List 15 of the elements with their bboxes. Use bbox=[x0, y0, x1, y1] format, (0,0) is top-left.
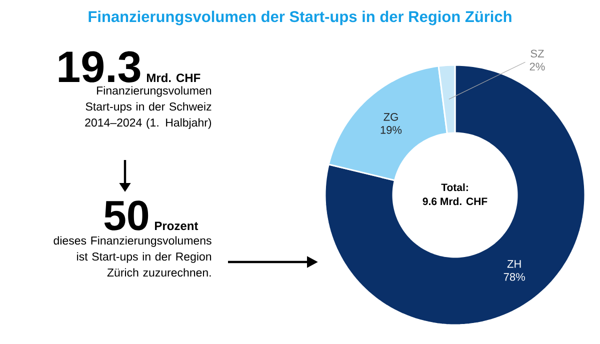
data-label: 78% bbox=[504, 273, 525, 281]
slice-label: SZ bbox=[530, 50, 544, 58]
text: Mrd. CHF bbox=[147, 73, 200, 82]
text: 19.3 bbox=[58, 51, 140, 82]
data-label: 2% bbox=[530, 62, 545, 70]
text: Total: bbox=[441, 183, 468, 192]
slice-label: ZH bbox=[507, 260, 521, 268]
text: Prozent bbox=[155, 222, 198, 230]
text: Finanzierungsvolumen Start-ups in der Schweiz 2014–2024 (1. Halbjahr) bbox=[85, 86, 212, 129]
slice-label: ZG bbox=[384, 113, 398, 121]
text: dieses Finanzierungsvolumens ist Start-ups in der Region Zürich zuzurechnen. bbox=[54, 236, 212, 277]
text: 50 bbox=[104, 200, 148, 230]
data-label: 19% bbox=[380, 126, 402, 134]
chart-title: Finanzierungsvolumen der Start-ups in der Region Zürich bbox=[88, 10, 512, 26]
text: 9.6 Mrd. CHF bbox=[422, 197, 488, 206]
